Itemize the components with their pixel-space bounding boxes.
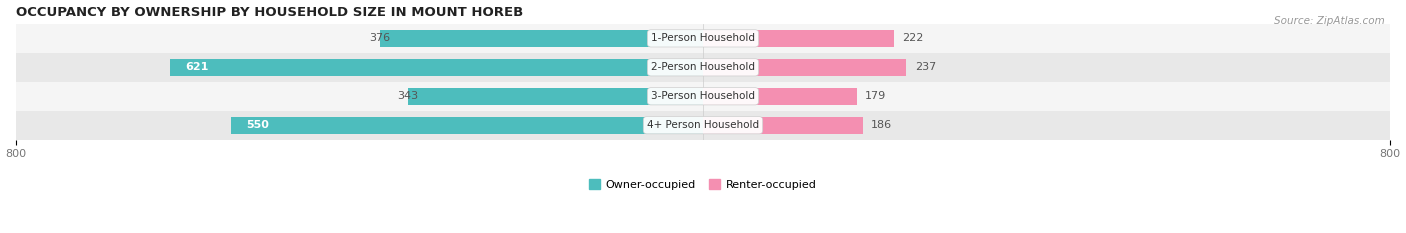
- Bar: [15, 53, 1391, 82]
- Bar: [703, 59, 907, 76]
- Text: 621: 621: [186, 62, 208, 72]
- Bar: [380, 30, 703, 47]
- Text: 4+ Person Household: 4+ Person Household: [647, 120, 759, 130]
- Text: 343: 343: [398, 91, 419, 101]
- Text: 550: 550: [246, 120, 269, 130]
- Bar: [231, 116, 703, 134]
- Bar: [409, 88, 703, 105]
- Bar: [703, 88, 856, 105]
- Bar: [170, 59, 703, 76]
- Legend: Owner-occupied, Renter-occupied: Owner-occupied, Renter-occupied: [585, 175, 821, 194]
- Text: OCCUPANCY BY OWNERSHIP BY HOUSEHOLD SIZE IN MOUNT HOREB: OCCUPANCY BY OWNERSHIP BY HOUSEHOLD SIZE…: [15, 6, 523, 19]
- Bar: [703, 30, 894, 47]
- Bar: [15, 111, 1391, 140]
- Bar: [15, 82, 1391, 111]
- Bar: [15, 24, 1391, 53]
- Text: 179: 179: [865, 91, 887, 101]
- Text: 1-Person Household: 1-Person Household: [651, 33, 755, 43]
- Text: 3-Person Household: 3-Person Household: [651, 91, 755, 101]
- Text: 237: 237: [915, 62, 936, 72]
- Bar: [703, 116, 863, 134]
- Text: 186: 186: [872, 120, 893, 130]
- Text: 2-Person Household: 2-Person Household: [651, 62, 755, 72]
- Text: Source: ZipAtlas.com: Source: ZipAtlas.com: [1274, 16, 1385, 26]
- Text: 376: 376: [370, 33, 391, 43]
- Text: 222: 222: [903, 33, 924, 43]
